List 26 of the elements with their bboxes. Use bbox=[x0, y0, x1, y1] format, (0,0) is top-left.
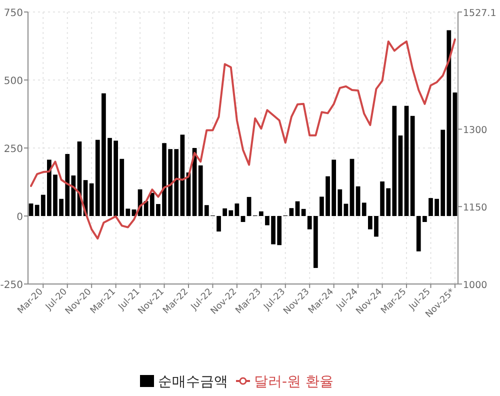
legend-label: 순매수금액 bbox=[158, 374, 228, 390]
bar bbox=[295, 201, 300, 216]
y-tick-label: 250 bbox=[4, 144, 23, 155]
y-tick-label: 0 bbox=[16, 212, 23, 223]
y2-tick-label: 1000 bbox=[463, 280, 488, 291]
bar bbox=[240, 216, 246, 222]
line-series bbox=[30, 38, 456, 240]
y2-tick-label: 1150 bbox=[463, 202, 488, 214]
bar bbox=[452, 92, 458, 216]
bar bbox=[350, 158, 354, 216]
bar bbox=[246, 196, 252, 216]
bar bbox=[234, 203, 240, 216]
y2-tick-label: 1300 bbox=[463, 125, 488, 136]
y-tick-label: -250 bbox=[0, 280, 23, 291]
bar bbox=[404, 106, 409, 216]
bar bbox=[344, 204, 348, 216]
bar bbox=[301, 208, 306, 216]
bar bbox=[28, 203, 34, 216]
bar bbox=[398, 135, 403, 216]
y-tick-label: 500 bbox=[4, 76, 23, 87]
bar bbox=[289, 208, 294, 216]
bar bbox=[216, 216, 221, 232]
y-tick-label: 750 bbox=[4, 8, 23, 19]
y2-tick-label: 1527.1 bbox=[463, 8, 496, 19]
legend-label: 달러-원 환율 bbox=[254, 374, 334, 390]
bar bbox=[410, 116, 415, 216]
